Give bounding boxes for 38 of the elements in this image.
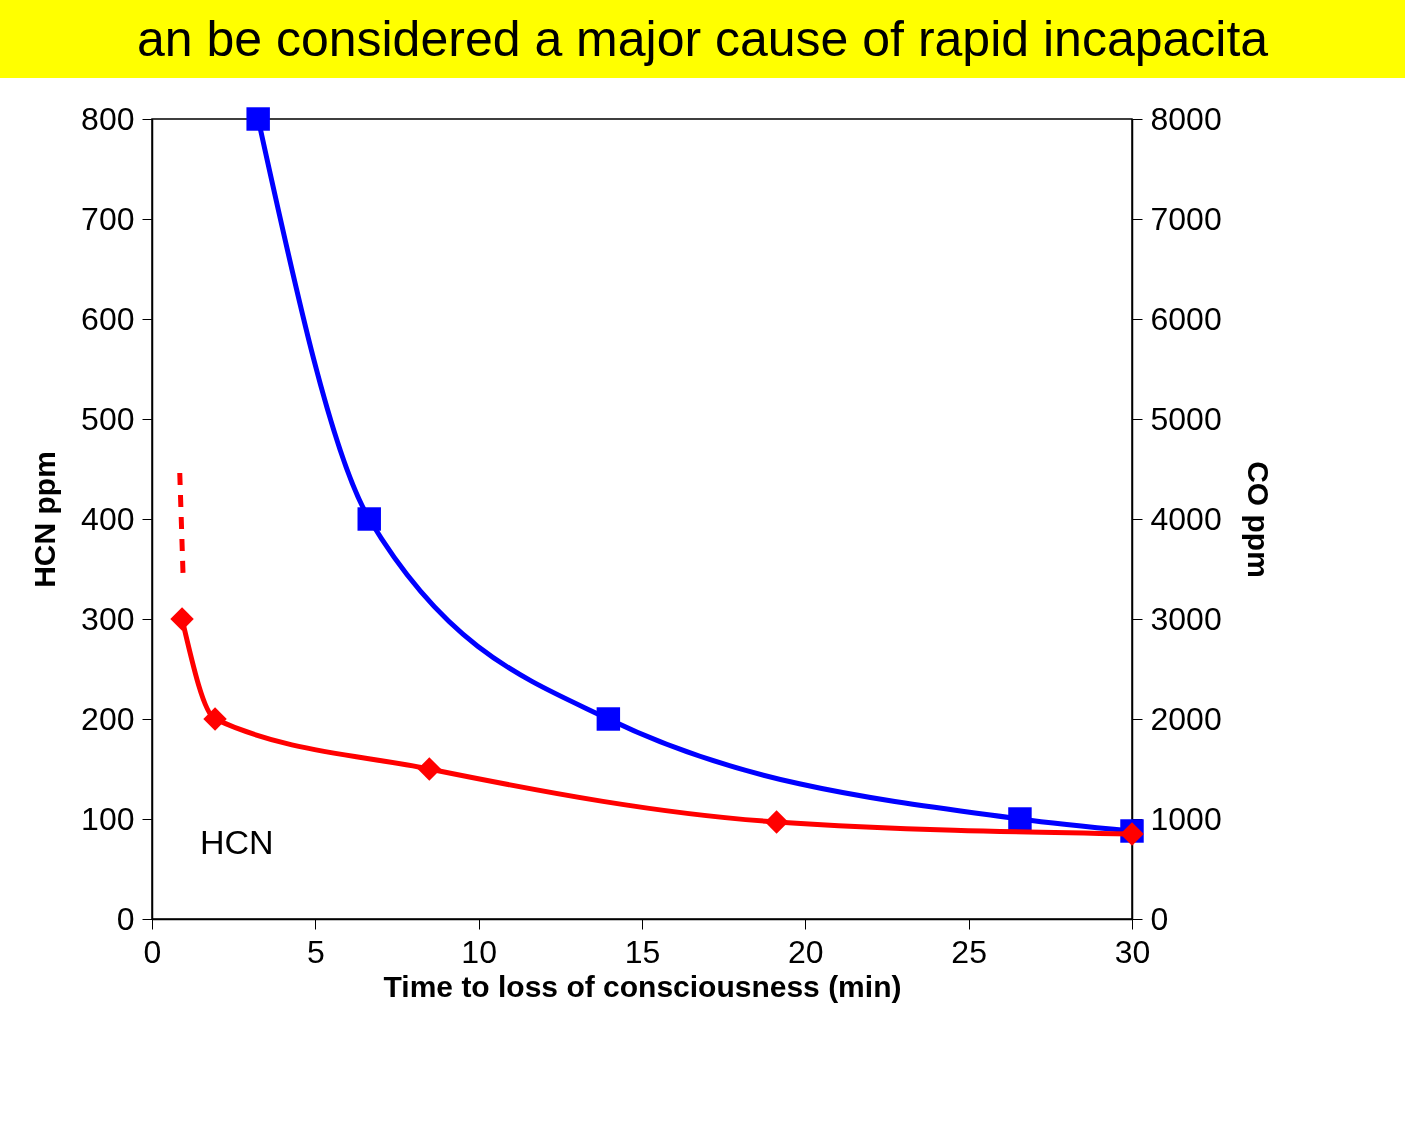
- y-tick-label: 0: [116, 900, 135, 937]
- y2-tick-label: 0: [1150, 900, 1169, 937]
- y-tick-label: 700: [81, 200, 135, 237]
- x-tick-label: 5: [306, 933, 325, 970]
- point: [764, 810, 789, 834]
- x-tick-label: 15: [624, 933, 661, 970]
- point: [203, 707, 227, 731]
- x-axis-title: Time to loss of consciousness (min): [383, 969, 902, 1003]
- x-tick-label: 0: [143, 933, 162, 970]
- y-tick-label: 600: [81, 300, 135, 337]
- y-tick-label: 300: [81, 600, 135, 637]
- y2-axis-title: CO ppm: [1241, 461, 1275, 578]
- y-tick-label: 400: [81, 500, 135, 537]
- y2-tick-label: 7000: [1150, 200, 1222, 237]
- point: [357, 507, 381, 531]
- y2-tick-label: 5000: [1150, 400, 1222, 437]
- x-tick-label: 30: [1114, 933, 1151, 970]
- point: [1008, 807, 1032, 831]
- x-tick-label: 20: [788, 933, 824, 970]
- y-tick-label: 200: [81, 700, 135, 737]
- point: [246, 107, 270, 131]
- y-tick-label: 500: [81, 400, 135, 437]
- y2-tick-label: 3000: [1150, 600, 1222, 637]
- annotation: HCN: [200, 823, 274, 862]
- x-tick-label: 10: [461, 933, 497, 970]
- y2-tick-label: 1000: [1150, 800, 1222, 837]
- y-tick-label: 800: [81, 100, 135, 137]
- x-tick-label: 25: [951, 933, 987, 970]
- point: [417, 757, 442, 781]
- point: [596, 707, 621, 731]
- point: [170, 607, 194, 631]
- y-axis-title: HCN ppm: [28, 451, 62, 588]
- y-tick-label: 100: [81, 800, 135, 837]
- y2-tick-label: 4000: [1150, 500, 1222, 537]
- y2-tick-label: 6000: [1150, 300, 1222, 337]
- y2-tick-label: 2000: [1150, 700, 1222, 737]
- text: an be considered a major cause of rapid incapacita: [0, 0, 1405, 78]
- y2-tick-label: 8000: [1150, 100, 1222, 137]
